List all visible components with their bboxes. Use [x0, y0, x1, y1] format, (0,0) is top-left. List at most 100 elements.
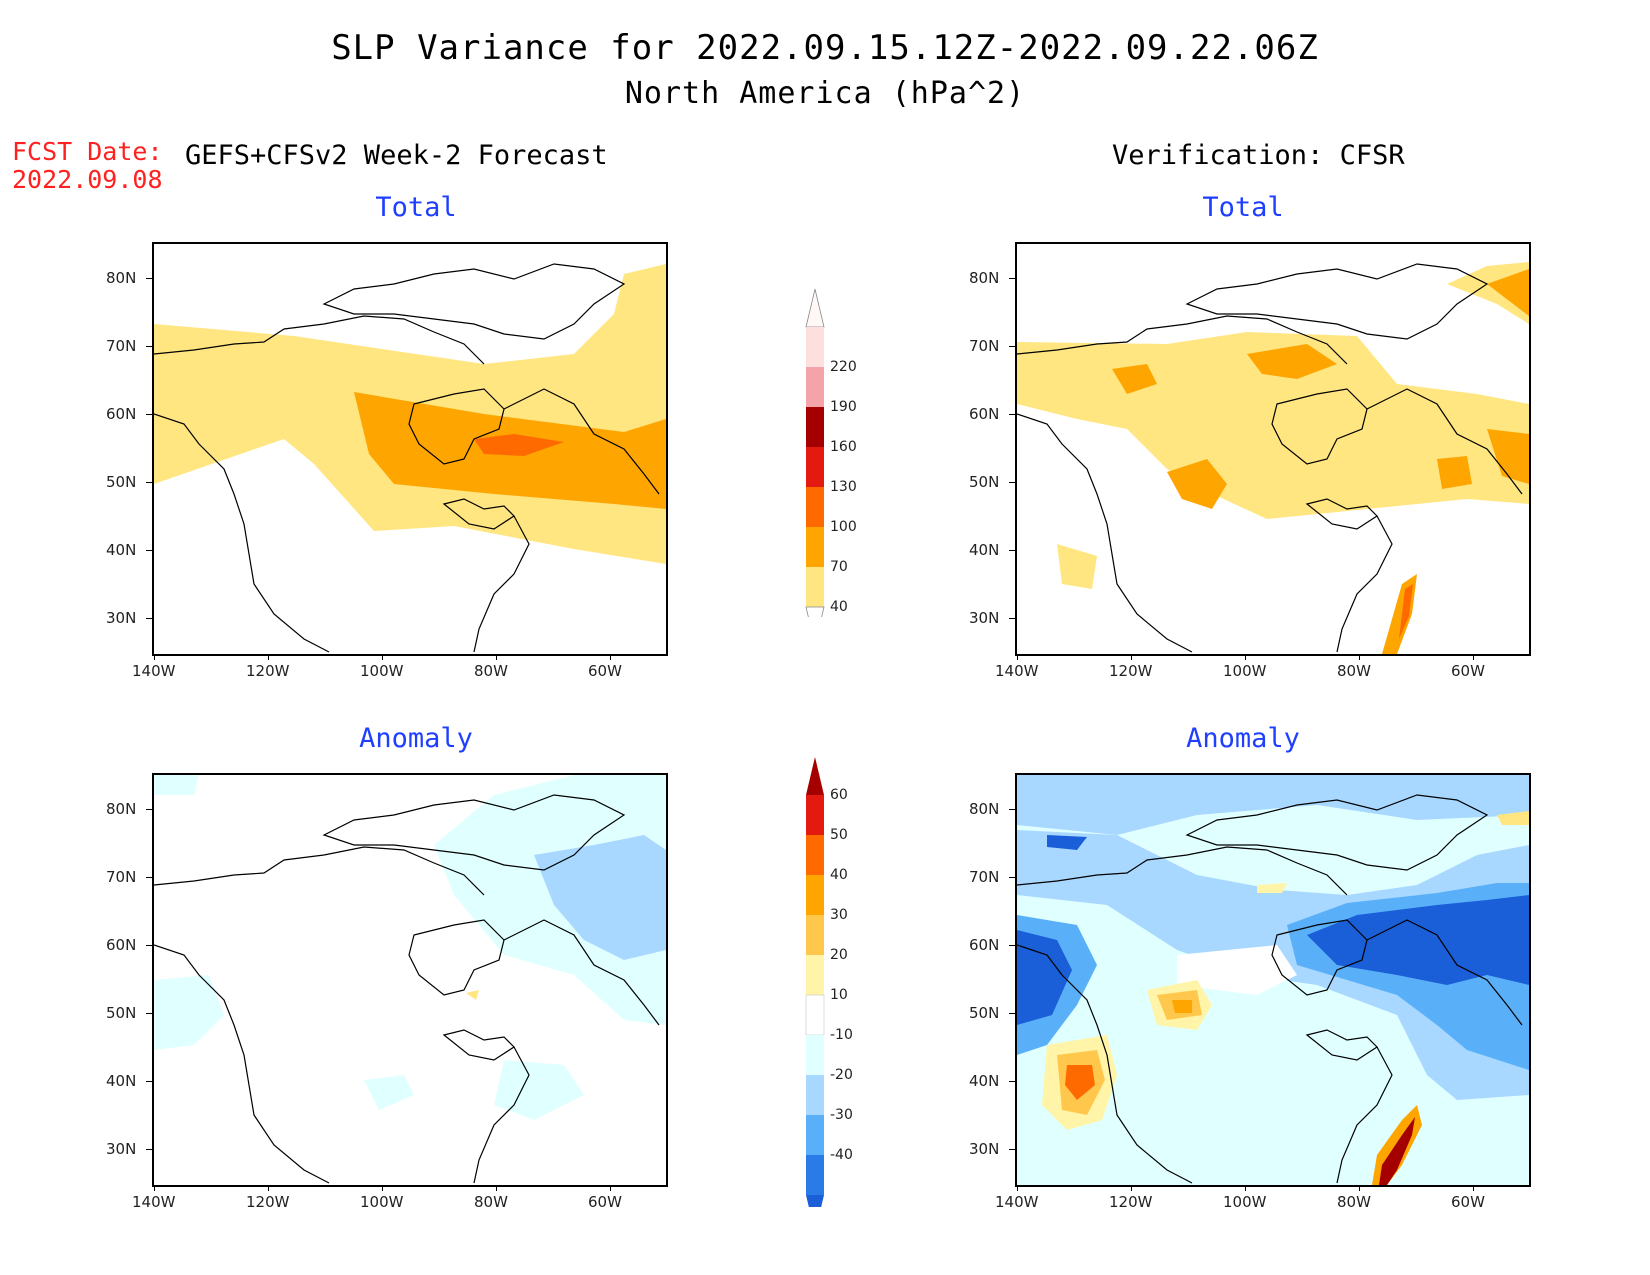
lon-tick-label: 60W: [1451, 662, 1485, 680]
forecast-anomaly-shading: [154, 775, 666, 1184]
colorbar-top-triangle: [805, 288, 825, 328]
lon-tick-label: 80W: [1337, 662, 1371, 680]
lat-tick-label: 30N: [969, 609, 1000, 627]
lon-tick-mark: [1473, 1185, 1474, 1191]
forecast-anomaly-map: [152, 773, 668, 1187]
colorbar-label: -10: [830, 1027, 853, 1043]
lon-tick-label: 80W: [1337, 1193, 1371, 1211]
main-title: SLP Variance for 2022.09.15.12Z-2022.09.…: [331, 28, 1319, 68]
colorbar-label: 50: [830, 827, 848, 843]
lat-tick-mark: [146, 877, 152, 878]
lon-tick-label: 60W: [1451, 1193, 1485, 1211]
lon-tick-label: 100W: [1223, 1193, 1267, 1211]
lat-tick-label: 30N: [106, 609, 137, 627]
lon-tick-mark: [610, 1185, 611, 1191]
colorbar-label: 130: [830, 479, 857, 495]
colorbar-swatch: [806, 915, 824, 955]
total-colorbar: 220 190 160 130 100 70 40: [800, 287, 890, 646]
lat-tick-label: 40N: [969, 1072, 1000, 1090]
lat-tick-label: 50N: [106, 473, 137, 491]
forecast-heading: GEFS+CFSv2 Week-2 Forecast: [185, 140, 608, 171]
lat-tick-label: 70N: [106, 868, 137, 886]
lon-tick-label: 120W: [246, 1193, 290, 1211]
lon-tick-label: 80W: [474, 662, 508, 680]
lon-tick-mark: [496, 654, 497, 660]
lat-tick-mark: [146, 1081, 152, 1082]
lon-tick-mark: [268, 1185, 269, 1191]
lat-tick-mark: [1009, 482, 1015, 483]
lon-tick-mark: [154, 654, 155, 660]
lon-tick-label: 140W: [995, 662, 1039, 680]
colorbar-top-triangle: [806, 757, 824, 795]
lat-tick-label: 70N: [106, 337, 137, 355]
lat-tick-label: 60N: [969, 405, 1000, 423]
lat-tick-label: 70N: [969, 868, 1000, 886]
lat-tick-mark: [1009, 346, 1015, 347]
lat-tick-label: 40N: [106, 541, 137, 559]
lon-tick-label: 120W: [246, 662, 290, 680]
lat-tick-mark: [146, 550, 152, 551]
lat-tick-label: 40N: [106, 1072, 137, 1090]
lon-tick-mark: [1131, 654, 1132, 660]
total-colorbar-swatches: [805, 288, 825, 646]
colorbar-swatch: [806, 955, 824, 995]
anomaly-colorbar: 60 50 40 30 20 10 -10 -20 -30 -40: [800, 757, 890, 1233]
lat-tick-label: 80N: [106, 800, 137, 818]
colorbar-swatch: [806, 447, 824, 487]
lon-tick-label: 100W: [360, 1193, 404, 1211]
fcst-date-value: 2022.09.08: [12, 165, 163, 194]
lon-tick-mark: [610, 654, 611, 660]
lon-tick-label: 60W: [588, 662, 622, 680]
lat-tick-mark: [146, 278, 152, 279]
verif-anomaly-map: [1015, 773, 1531, 1187]
colorbar-label: 30: [830, 907, 848, 923]
lat-tick-label: 60N: [106, 936, 137, 954]
lon-tick-mark: [268, 654, 269, 660]
lon-tick-label: 100W: [360, 662, 404, 680]
fcst-date-label: FCST Date:: [12, 137, 163, 166]
lat-tick-mark: [146, 346, 152, 347]
colorbar-label: 60: [830, 787, 848, 803]
colorbar-label: 10: [830, 987, 848, 1003]
colorbar-bottom-triangle: [805, 606, 825, 646]
colorbar-swatch: [806, 835, 824, 875]
colorbar-label: -30: [830, 1107, 853, 1123]
colorbar-swatch: [806, 407, 824, 447]
lat-tick-label: 80N: [969, 269, 1000, 287]
lat-tick-label: 30N: [106, 1140, 137, 1158]
colorbar-label: -20: [830, 1067, 853, 1083]
lon-tick-mark: [1245, 654, 1246, 660]
colorbar-swatch: [806, 527, 824, 567]
colorbar-label: 40: [830, 599, 848, 615]
lon-tick-mark: [1359, 654, 1360, 660]
colorbar-swatch: [806, 875, 824, 915]
lat-tick-mark: [146, 482, 152, 483]
lat-tick-mark: [1009, 1149, 1015, 1150]
lon-tick-mark: [382, 1185, 383, 1191]
lat-tick-label: 80N: [969, 800, 1000, 818]
colorbar-label: 220: [830, 359, 857, 375]
colorbar-label: 100: [830, 519, 857, 535]
forecast-total-map: [152, 242, 668, 656]
lon-tick-label: 120W: [1109, 662, 1153, 680]
verif-total-map: [1015, 242, 1531, 656]
lon-tick-mark: [1017, 1185, 1018, 1191]
lat-tick-mark: [1009, 618, 1015, 619]
lat-tick-mark: [1009, 278, 1015, 279]
lat-tick-mark: [1009, 877, 1015, 878]
colorbar-label: 40: [830, 867, 848, 883]
lat-tick-label: 70N: [969, 337, 1000, 355]
lat-tick-mark: [1009, 809, 1015, 810]
colorbar-label: -40: [830, 1147, 853, 1163]
lat-tick-label: 80N: [106, 269, 137, 287]
colorbar-label: 70: [830, 559, 848, 575]
lat-tick-mark: [146, 618, 152, 619]
lat-tick-label: 40N: [969, 541, 1000, 559]
verification-heading: Verification: CFSR: [1112, 140, 1405, 171]
lon-tick-mark: [1245, 1185, 1246, 1191]
lon-tick-mark: [154, 1185, 155, 1191]
fcst-date-block: FCST Date: 2022.09.08: [12, 138, 163, 194]
lon-tick-mark: [1473, 654, 1474, 660]
lat-tick-mark: [146, 809, 152, 810]
lon-tick-mark: [496, 1185, 497, 1191]
